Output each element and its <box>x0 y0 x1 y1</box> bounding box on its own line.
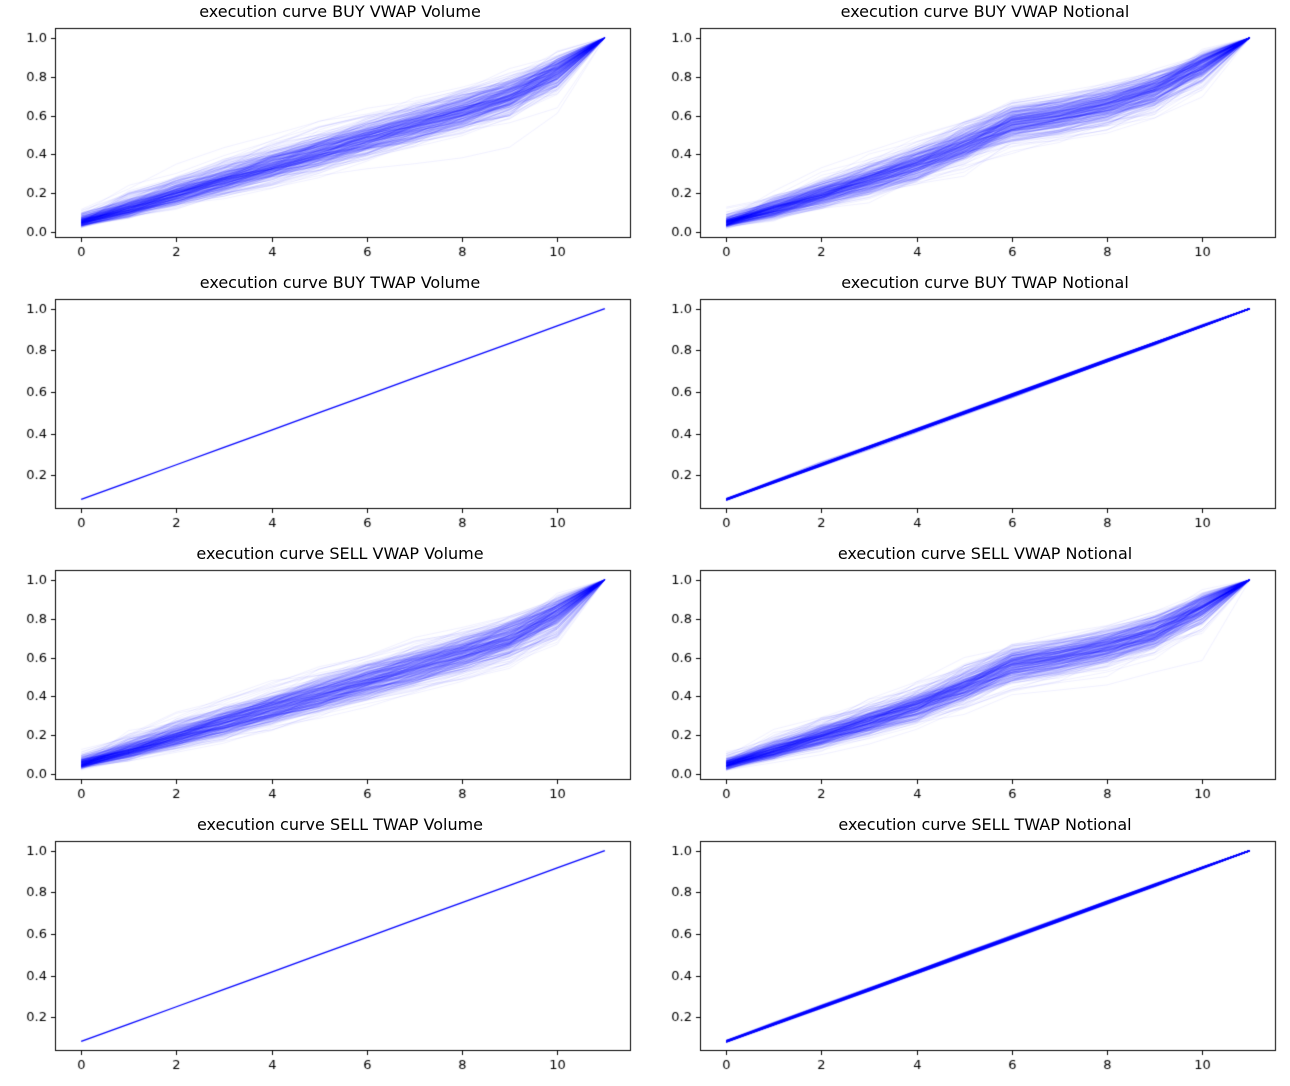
chart-title: execution curve BUY TWAP Notional <box>841 273 1129 292</box>
chart-canvas <box>0 837 645 1084</box>
chart-title: execution curve BUY VWAP Notional <box>840 2 1130 21</box>
chart-canvas <box>645 837 1290 1084</box>
subplot-buy-twap-volume: execution curve BUY TWAP Volume <box>0 271 645 542</box>
chart-title: execution curve SELL VWAP Notional <box>837 544 1133 563</box>
subplot-sell-vwap-notional: execution curve SELL VWAP Notional <box>645 542 1290 813</box>
chart-canvas <box>0 566 645 813</box>
chart-title: execution curve BUY VWAP Volume <box>199 2 481 21</box>
chart-title: execution curve SELL TWAP Volume <box>196 815 484 834</box>
subplot-sell-twap-notional: execution curve SELL TWAP Notional <box>645 813 1290 1084</box>
chart-title: execution curve SELL TWAP Notional <box>838 815 1132 834</box>
chart-title: execution curve BUY TWAP Volume <box>199 273 481 292</box>
subplot-sell-vwap-volume: execution curve SELL VWAP Volume <box>0 542 645 813</box>
subplot-buy-vwap-volume: execution curve BUY VWAP Volume <box>0 0 645 271</box>
chart-canvas <box>645 24 1290 271</box>
chart-canvas <box>645 295 1290 542</box>
subplot-buy-twap-notional: execution curve BUY TWAP Notional <box>645 271 1290 542</box>
subplot-sell-twap-volume: execution curve SELL TWAP Volume <box>0 813 645 1084</box>
chart-canvas <box>0 295 645 542</box>
subplot-buy-vwap-notional: execution curve BUY VWAP Notional <box>645 0 1290 271</box>
chart-title: execution curve SELL VWAP Volume <box>196 544 484 563</box>
chart-canvas <box>645 566 1290 813</box>
chart-canvas <box>0 24 645 271</box>
